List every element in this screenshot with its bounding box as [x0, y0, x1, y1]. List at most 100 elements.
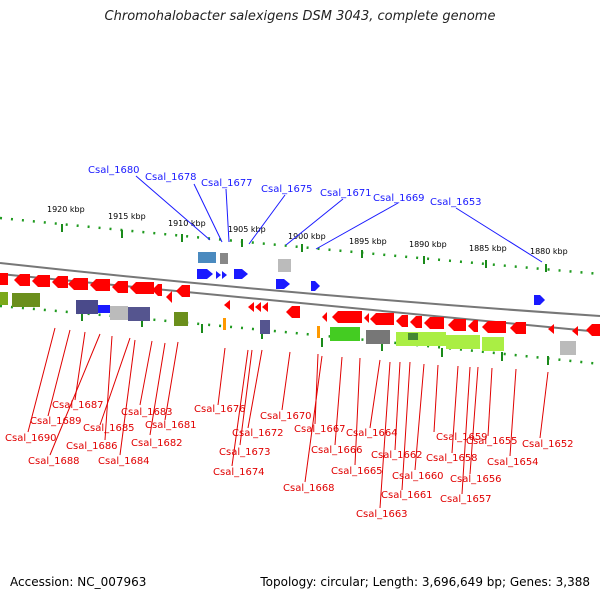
genome-title: Chromohalobacter salexigens DSM 3043, co… [104, 9, 496, 24]
gene-reverse [322, 312, 327, 322]
gene-reverse [548, 324, 554, 334]
leader-line [139, 340, 153, 406]
gene-reverse [224, 300, 230, 310]
leader-line [135, 175, 211, 241]
leader-line [217, 347, 226, 406]
feature-box [396, 332, 446, 346]
feature-box [198, 252, 216, 263]
scale-tick-label: 1900 kbp [288, 232, 326, 241]
gene-reverse [286, 306, 300, 318]
leader-line [304, 355, 323, 483]
bottom-leader-lines [27, 327, 549, 509]
gene-reverse [176, 285, 190, 297]
gene-reverse [468, 320, 478, 332]
top-labels: Csal_1680 Csal_1678 Csal_1677 Csal_1675 Csal… [88, 165, 482, 208]
feature-boxes-upper [198, 252, 291, 272]
feature-box [128, 307, 150, 321]
gene-reverse [410, 316, 422, 328]
feature-box [12, 293, 40, 307]
scale-tick-label: 1880 kbp [530, 247, 568, 256]
gene-reverse [130, 282, 154, 294]
gene-label: Csal_1669 [373, 193, 425, 204]
genome-info-text: Topology: circular; Length: 3,696,649 bp… [260, 575, 590, 589]
feature-box [110, 306, 128, 320]
leader-line [74, 331, 86, 401]
gene-reverse [68, 278, 88, 290]
gene-label: Csal_1670 [260, 411, 312, 422]
reverse-genes [0, 273, 600, 336]
gene-label: Csal_1682 [131, 438, 183, 449]
leader-line [225, 188, 230, 243]
gene-reverse [572, 326, 578, 336]
gene-label: Csal_1668 [283, 483, 335, 494]
feature-box [0, 292, 8, 305]
gene-reverse [0, 273, 8, 285]
major-ticks [61, 224, 549, 365]
feature-box [260, 320, 270, 334]
gene-label: Csal_1678 [145, 172, 197, 183]
gene-reverse [90, 279, 110, 291]
gene-reverse [32, 275, 50, 287]
gene-label: Csal_1661 [381, 490, 433, 501]
gene-label: Csal_1654 [487, 457, 539, 468]
gene-reverse [332, 311, 362, 323]
scale-tick-label: 1920 kbp [47, 205, 85, 214]
gene-label: Csal_1687 [52, 400, 104, 411]
feature-box [408, 333, 418, 340]
gene-label: Csal_1671 [320, 188, 372, 199]
leader-line [164, 341, 179, 421]
leader-line [193, 183, 223, 243]
feature-box [76, 300, 98, 314]
leader-line [433, 364, 439, 433]
scale-tick-label: 1895 kbp [349, 237, 387, 246]
gene-label: Csal_1676 [194, 404, 246, 415]
scale-tick-label: 1890 kbp [409, 240, 447, 249]
gene-label: Csal_1652 [522, 439, 574, 450]
feature-box [278, 259, 291, 272]
gene-label: Csal_1660 [392, 471, 444, 482]
gene-label: Csal_1657 [440, 494, 492, 505]
gene-forward [98, 305, 110, 313]
gene-label: Csal_1659 [436, 432, 488, 443]
gene-label: Csal_1664 [346, 428, 398, 439]
gene-forward [534, 295, 545, 305]
gene-label: Csal_1653 [430, 197, 482, 208]
leader-line [247, 349, 263, 429]
gene-forward [276, 279, 290, 289]
feature-box [560, 341, 576, 355]
gene-label: Csal_1685 [83, 423, 135, 434]
gene-forward [216, 271, 227, 279]
leader-line [401, 361, 411, 491]
feature-box [220, 253, 228, 264]
feature-box [174, 312, 188, 326]
leader-line [285, 198, 344, 246]
leader-line [414, 363, 425, 471]
leader-line [314, 353, 319, 425]
gene-label: Csal_1680 [88, 165, 140, 176]
gene-label: Csal_1665 [331, 466, 383, 477]
leader-line [487, 367, 493, 437]
gene-label: Csal_1690 [5, 433, 57, 444]
gene-forward [311, 281, 320, 291]
leader-line [509, 368, 517, 457]
leader-line [149, 342, 166, 436]
gene-label: Csal_1673 [219, 447, 271, 458]
scale-labels: 1920 kbp 1915 kbp 1910 kbp 1905 kbp 1900 kbp… [47, 205, 568, 256]
gene-label: Csal_1672 [232, 428, 284, 439]
gene-reverse [510, 322, 526, 334]
leader-line [47, 329, 71, 417]
gene-reverse [364, 313, 369, 323]
leader-line [281, 351, 291, 411]
forward-genes [98, 269, 545, 313]
leader-line [27, 327, 56, 433]
leader-line [334, 356, 343, 446]
leader-line [231, 349, 249, 467]
leader-line [455, 207, 543, 263]
gene-label: Csal_1688 [28, 456, 80, 467]
gene-reverse [166, 291, 172, 303]
feature-box [446, 335, 480, 349]
gene-label: Csal_1681 [145, 420, 197, 431]
leader-line [119, 339, 136, 456]
gene-label: Csal_1684 [98, 456, 150, 467]
